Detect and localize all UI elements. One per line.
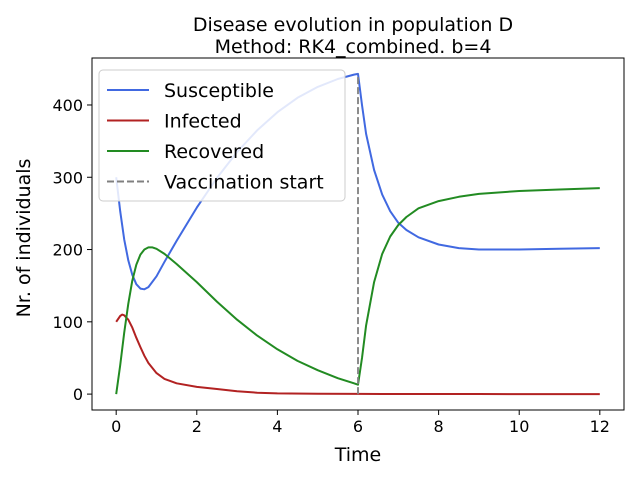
y-tick-label: 100 bbox=[52, 313, 83, 332]
legend-label-vaccination-start: Vaccination start bbox=[164, 172, 324, 194]
x-tick-label: 2 bbox=[192, 417, 202, 436]
legend-label-recovered: Recovered bbox=[164, 141, 264, 163]
legend: Susceptible Infected Recovered Vaccination … bbox=[98, 69, 346, 202]
x-tick-label: 4 bbox=[272, 417, 282, 436]
chart-title-line-1: Disease evolution in population D bbox=[193, 14, 513, 36]
series-line-infected bbox=[115, 313, 600, 396]
legend-label-susceptible: Susceptible bbox=[164, 80, 274, 102]
series-line-recovered bbox=[115, 187, 600, 395]
legend-label-infected: Infected bbox=[164, 111, 242, 133]
x-tick-label: 6 bbox=[353, 417, 363, 436]
y-tick-label: 400 bbox=[52, 96, 83, 115]
y-tick-label: 0 bbox=[73, 385, 83, 404]
y-tick-label: 200 bbox=[52, 241, 83, 260]
legend-box bbox=[98, 69, 346, 202]
x-tick-label: 10 bbox=[509, 417, 529, 436]
y-axis-label: Nr. of individuals bbox=[13, 159, 35, 318]
x-tick-label: 12 bbox=[590, 417, 610, 436]
chart-title-line-2: Method: RK4_combined. b=4 bbox=[215, 36, 492, 58]
x-tick-label: 8 bbox=[434, 417, 444, 436]
x-tick-label: 0 bbox=[111, 417, 121, 436]
ticks-layer: 0 2 4 6 8 10 12 0 100 200 300 400 bbox=[52, 96, 610, 436]
x-axis-label: Time bbox=[334, 444, 382, 466]
y-tick-label: 300 bbox=[52, 168, 83, 187]
